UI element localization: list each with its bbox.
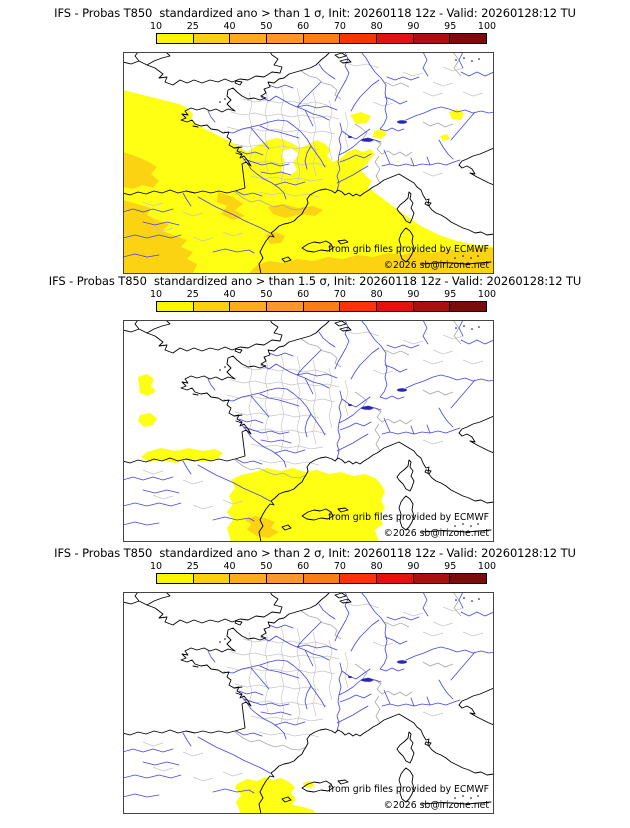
colorbar-tick-label: 25 [186,21,199,32]
colorbar-cell [450,302,487,311]
colorbar-cell [303,574,341,583]
colorbar-cell [303,34,341,43]
colorbar-tick-label: 70 [333,21,346,32]
colorbar-cell [413,302,451,311]
probability-overlay-2sigma [235,777,316,814]
sea-background [123,592,494,814]
colorbar-tick-label: 10 [149,21,163,32]
attribution-copyright: ©2026 sb@irizone.net [384,528,490,539]
colorbar-tick-label: 50 [260,21,273,32]
attribution-ecmwf: from grib files provided by ECMWF [328,784,489,795]
colorbar-cell [450,34,487,43]
panel-title: IFS - Probas T850 standardized ano > tha… [54,546,576,560]
colorbar-tick-label: 80 [370,561,383,572]
colorbar-tick-label: 40 [223,561,236,572]
panel-3: IFS - Probas T850 standardized ano > tha… [0,540,630,814]
colorbar-tick-label: 90 [407,289,420,300]
colorbar-cell [193,574,231,583]
colorbar-ticks: 10 25 40 50 60 70 80 90 95 100 [150,21,496,32]
colorbar-tick-label: 70 [333,289,346,300]
colorbar-cell [340,34,378,43]
colorbar-tick-label: 10 [149,561,163,572]
colorbar-tick-label: 60 [297,289,310,300]
attribution-ecmwf: from grib files provided by ECMWF [328,512,489,523]
colorbar-cell [157,302,194,311]
colorbar-tick-label: 40 [223,289,236,300]
colorbar-cell [450,574,487,583]
colorbar-cell [340,574,378,583]
map-panel-1: from grib files provided by ECMWF ©2026 … [123,52,494,274]
map-panel-3: from grib files provided by ECMWF ©2026 … [123,592,494,814]
colorbar-tick-label: 70 [333,561,346,572]
panel-title: IFS - Probas T850 standardized ano > tha… [54,6,576,20]
colorbar-cell [377,302,414,311]
attribution-copyright: ©2026 sb@irizone.net [384,260,490,271]
colorbar-cell [267,34,304,43]
panel-1: IFS - Probas T850 standardized ano > tha… [0,0,630,274]
colorbar [156,573,487,584]
map-panel-2: from grib files provided by ECMWF ©2026 … [123,320,494,542]
colorbar-tick-label: 95 [444,21,457,32]
probability-overlay-1sigma [123,90,494,274]
colorbar-tick-label: 100 [477,561,497,572]
map-frame [123,320,494,542]
panel-2: IFS - Probas T850 standardized ano > tha… [0,268,630,542]
colorbar-tick-label: 100 [477,289,497,300]
colorbar-tick-label: 25 [186,561,199,572]
colorbar-tick-label: 40 [223,21,236,32]
colorbar-tick-label: 60 [297,561,310,572]
colorbar-ticks: 10 25 40 50 60 70 80 90 95 100 [150,289,496,300]
colorbar-tick-label: 90 [407,561,420,572]
colorbar-cell [230,574,268,583]
panel-title: IFS - Probas T850 standardized ano > tha… [48,274,582,288]
attribution-ecmwf: from grib files provided by ECMWF [328,244,489,255]
colorbar-cell [377,34,414,43]
map-frame [123,592,494,814]
colorbar-tick-label: 50 [260,289,273,300]
colorbar-tick-label: 95 [444,289,457,300]
colorbar-cell [267,574,304,583]
colorbar-cell [413,34,451,43]
colorbar-tick-label: 60 [297,21,310,32]
colorbar-cell [230,302,268,311]
colorbar-cell [413,574,451,583]
colorbar-cell [377,574,414,583]
colorbar-tick-label: 10 [149,289,163,300]
attribution-copyright: ©2026 sb@irizone.net [384,800,490,811]
colorbar-cell [193,34,231,43]
colorbar-cell [193,302,231,311]
colorbar-cell [267,302,304,311]
colorbar-cell [303,302,341,311]
colorbar-cell [230,34,268,43]
colorbar-tick-label: 100 [477,21,497,32]
colorbar-tick-label: 80 [370,21,383,32]
colorbar-tick-label: 90 [407,21,420,32]
colorbar-tick-label: 25 [186,289,199,300]
colorbar-cell [157,34,194,43]
map-frame [123,52,494,274]
colorbar-ticks: 10 25 40 50 60 70 80 90 95 100 [150,561,496,572]
colorbar [156,301,487,312]
colorbar-tick-label: 95 [444,561,457,572]
colorbar [156,33,487,44]
colorbar-cell [157,574,194,583]
colorbar-cell [340,302,378,311]
colorbar-tick-label: 80 [370,289,383,300]
colorbar-tick-label: 50 [260,561,273,572]
